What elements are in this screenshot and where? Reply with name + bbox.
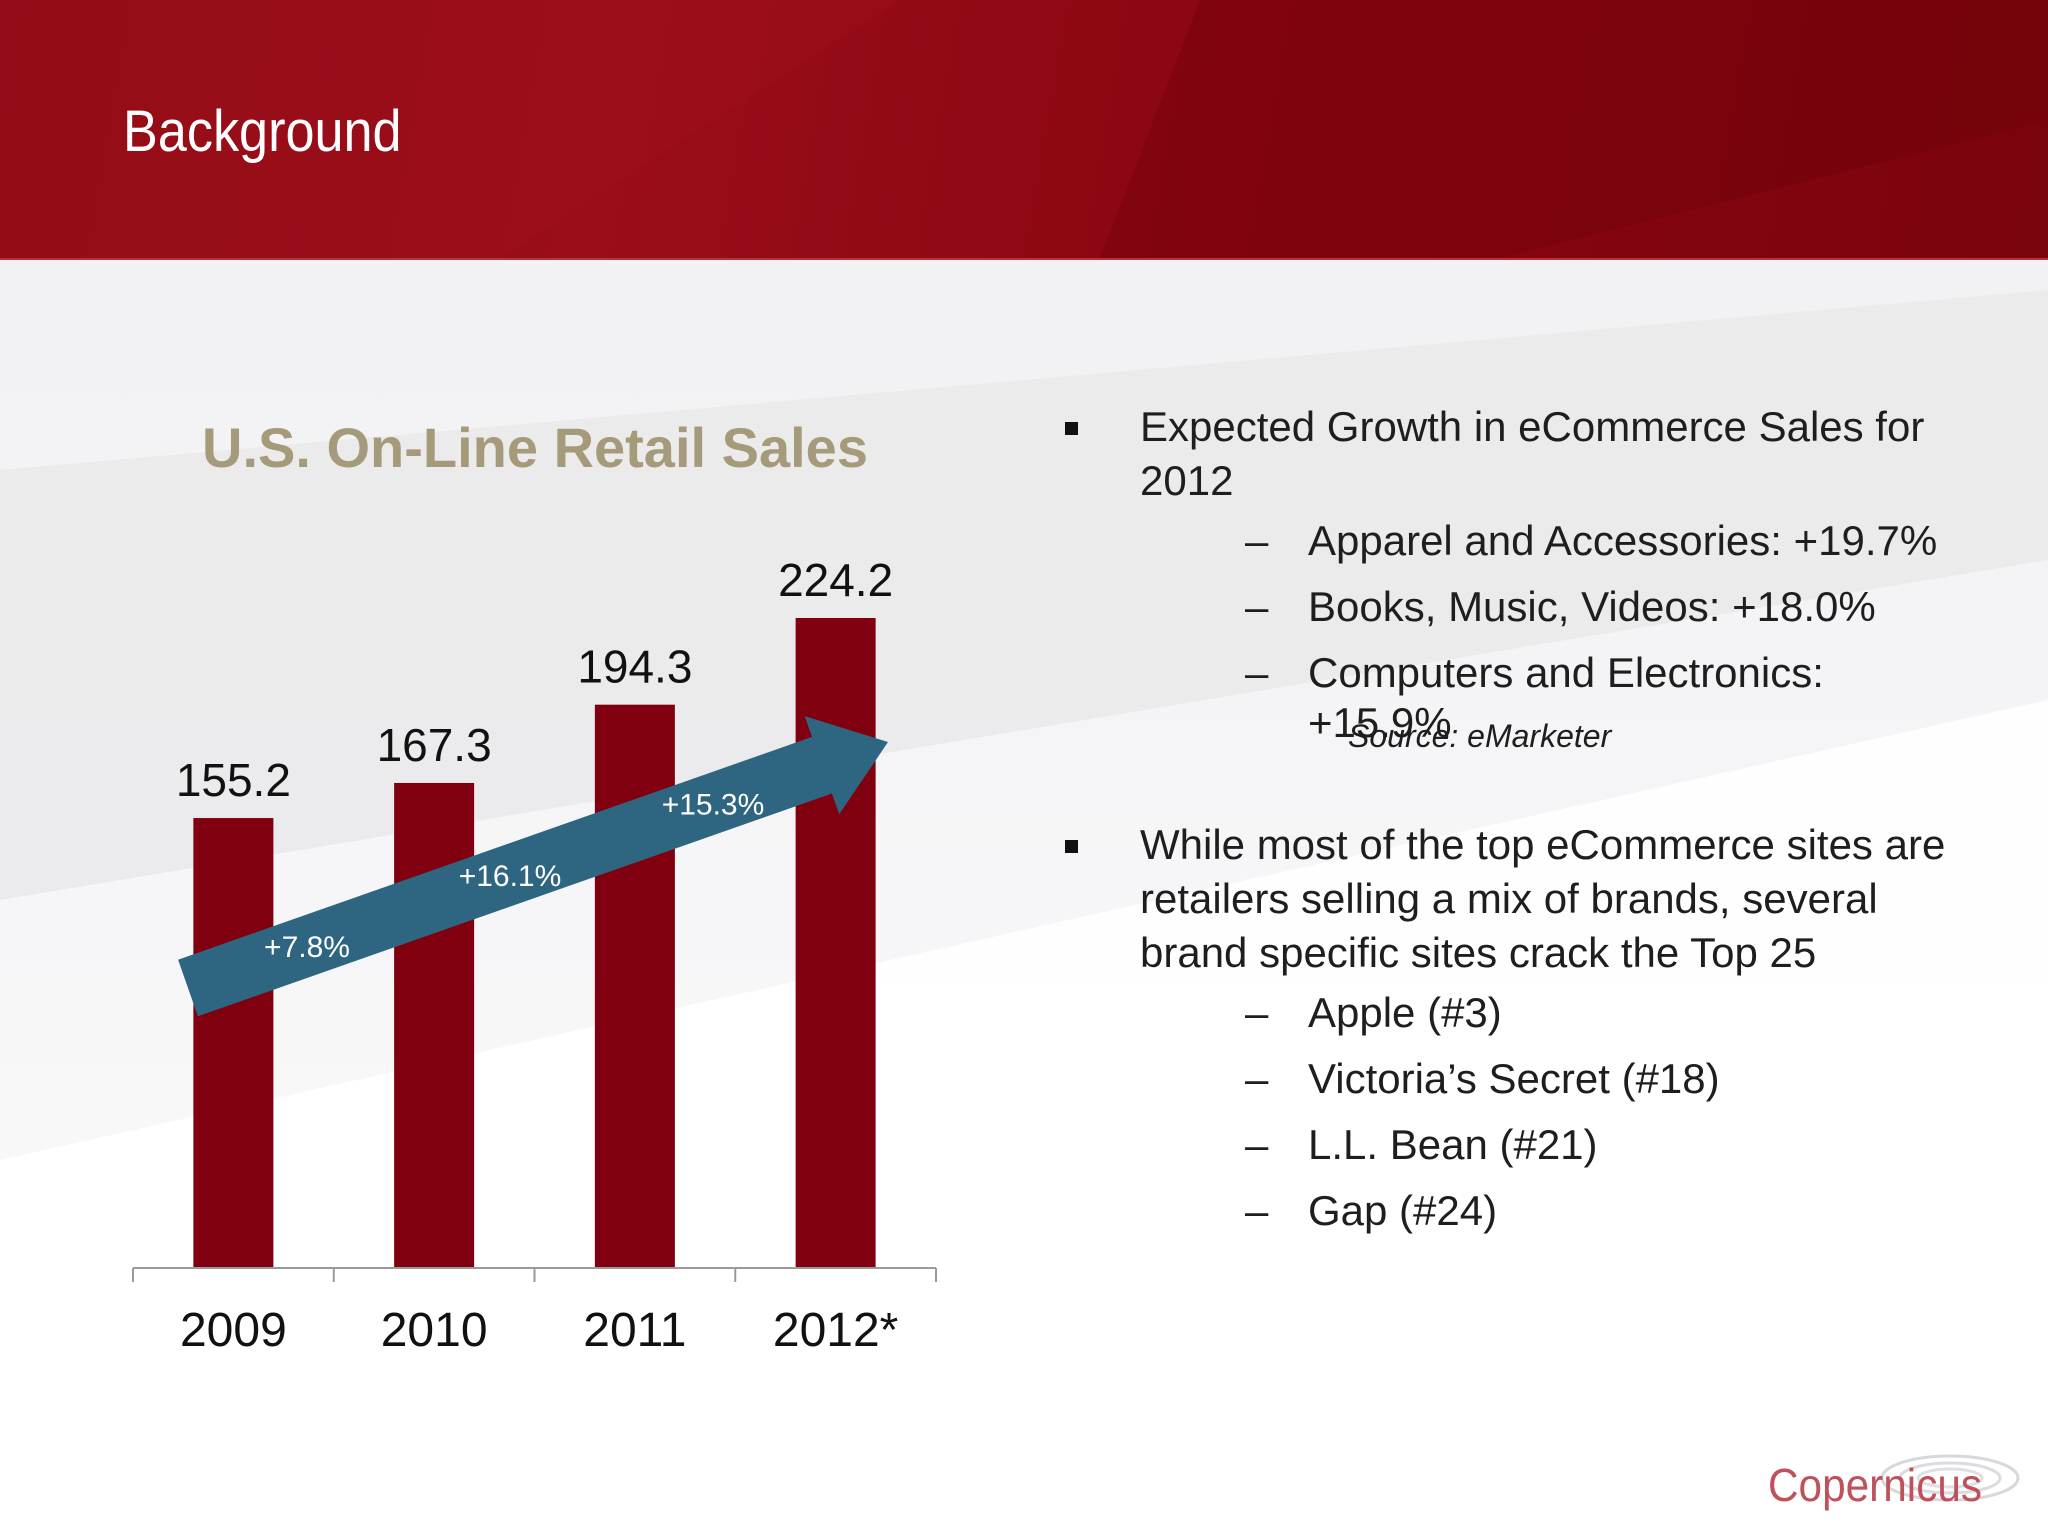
growth-arrow — [178, 716, 889, 1017]
bullet-list: Expected Growth in eCommerce Sales for 2… — [1060, 400, 1960, 1252]
chart-title: U.S. On-Line Retail Sales — [202, 416, 868, 479]
dash-marker: – — [1245, 989, 1269, 1036]
logo-swirl-icon — [1880, 1454, 2020, 1502]
bar-value-label: 224.2 — [778, 554, 893, 606]
sub-item: – Apparel and Accessories: +19.7% — [1140, 516, 1960, 582]
bar-value-label: 155.2 — [176, 754, 291, 806]
x-tick-label: 2010 — [381, 1304, 488, 1357]
bullet-item: Expected Growth in eCommerce Sales for 2… — [1060, 400, 1960, 756]
sub-item: – Apple (#3) — [1140, 988, 1960, 1054]
sub-item-text: L.L. Bean (#21) — [1308, 1121, 1598, 1168]
growth-rate-label: +7.8% — [264, 931, 350, 964]
sub-item: – Victoria’s Secret (#18) — [1140, 1054, 1960, 1120]
dash-marker: – — [1245, 1187, 1269, 1234]
sub-list: – Apple (#3) – Victoria’s Secret (#18) – L.… — [1140, 988, 1960, 1252]
bar-2009 — [193, 818, 274, 1268]
sub-item-text: Books, Music, Videos: +18.0% — [1308, 583, 1876, 630]
sub-item: – Computers and Electronics: +15.9% — [1140, 648, 1960, 746]
sub-item-text: Apple (#3) — [1308, 989, 1502, 1036]
bar-value-label: 167.3 — [377, 719, 492, 771]
growth-rate-label: +16.1% — [459, 860, 562, 893]
bar-value-label: 194.3 — [577, 641, 692, 693]
dash-marker: – — [1245, 649, 1269, 696]
dash-marker: – — [1245, 1055, 1269, 1102]
sub-item-text: Victoria’s Secret (#18) — [1308, 1055, 1720, 1102]
sub-item: – Books, Music, Videos: +18.0% — [1140, 582, 1960, 648]
sub-item: – Gap (#24) — [1140, 1186, 1960, 1252]
bullet-text: While most of the top eCommerce sites ar… — [1140, 821, 1946, 976]
background-band-dark — [0, 290, 2048, 900]
dash-marker: – — [1245, 583, 1269, 630]
sub-item: – L.L. Bean (#21) — [1140, 1120, 1960, 1186]
dash-marker: – — [1245, 517, 1269, 564]
bullet-marker — [1065, 422, 1078, 435]
header-banner: Background — [0, 0, 2048, 260]
x-tick-label: 2009 — [180, 1304, 287, 1357]
x-tick-label: 2012* — [773, 1304, 898, 1357]
sub-item-text: Gap (#24) — [1308, 1187, 1498, 1234]
bar-2010 — [394, 782, 475, 1268]
page-title: Background — [123, 99, 402, 164]
x-tick-label: 2011 — [583, 1304, 686, 1357]
sub-item-text: Apparel and Accessories: +19.7% — [1308, 517, 1938, 564]
source-note: Source: eMarketer — [1348, 718, 1612, 754]
bullet-item: While most of the top eCommerce sites ar… — [1060, 818, 1960, 1252]
logo-wordmark: Copernicus — [1768, 1459, 1983, 1511]
background-band-light — [0, 700, 2048, 1536]
bullet-text: Expected Growth in eCommerce Sales for 2… — [1140, 403, 1925, 504]
header-swoosh — [0, 0, 2048, 258]
sub-item-text: Computers and Electronics: +15.9% — [1308, 649, 1824, 746]
dash-marker: – — [1245, 1121, 1269, 1168]
bullet-marker — [1065, 840, 1078, 853]
growth-rate-label: +15.3% — [662, 789, 765, 822]
bar-2012 — [795, 618, 876, 1268]
copernicus-logo: Copernicus — [1760, 1440, 2020, 1520]
sub-list: – Apparel and Accessories: +19.7% – Books,… — [1140, 516, 1960, 746]
